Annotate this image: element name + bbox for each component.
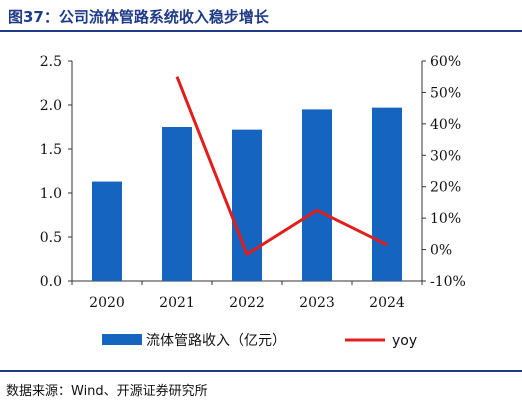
yoy-line — [175, 76, 388, 256]
left-tick-label: 1.5 — [40, 142, 62, 158]
source-divider — [0, 370, 522, 372]
right-tick-label: 10% — [430, 211, 461, 227]
left-tick-label: 0.0 — [40, 274, 62, 290]
x-tick-label: 2022 — [229, 295, 265, 311]
chart-legend: 流体管路收入（亿元） yoy — [102, 333, 417, 349]
combo-chart: 2020 2021 2022 2023 2024 0.00.51.01.52.02.5 … — [40, 54, 466, 349]
left-tick-label: 2.5 — [40, 54, 62, 70]
right-tick-label: 50% — [430, 85, 461, 101]
x-tick-label: 2023 — [299, 295, 335, 311]
left-tick-label: 1.0 — [40, 186, 62, 202]
legend-bar-label: 流体管路收入（亿元） — [146, 333, 286, 349]
bar-2023 — [302, 109, 332, 282]
right-tick-label: 60% — [430, 54, 461, 70]
right-axis-ticks: -10% 0% 10% 20% 30% 40% 50% 60% — [422, 54, 466, 290]
x-tick-label: 2024 — [369, 295, 405, 311]
bar-2022 — [232, 129, 262, 281]
data-source: 数据来源：Wind、开源证券研究所 — [6, 384, 208, 399]
left-tick-label: 2.0 — [40, 98, 62, 114]
chart-title: 图37：公司流体管路系统收入稳步增长 — [8, 8, 269, 26]
title-divider — [0, 30, 522, 32]
legend-line-label: yoy — [392, 333, 417, 349]
x-tick-label: 2021 — [159, 295, 195, 311]
legend-bar-swatch — [102, 334, 142, 345]
right-tick-label: 20% — [430, 180, 461, 196]
left-tick-label: 0.5 — [40, 230, 62, 246]
left-axis-ticks: 0.0 0.5 1.0 1.5 2.0 2.5 — [40, 54, 72, 290]
bar-2020 — [92, 181, 122, 281]
right-tick-label: 40% — [430, 117, 461, 133]
yoy-line-series — [175, 76, 388, 256]
x-axis-ticks: 2020 2021 2022 2023 2024 — [71, 281, 423, 311]
x-tick-label: 2020 — [89, 295, 125, 311]
right-tick-label: 0% — [430, 243, 452, 259]
right-tick-label: 30% — [430, 148, 461, 164]
bar-2024 — [372, 107, 402, 281]
right-tick-label: -10% — [430, 274, 466, 290]
bar-2021 — [162, 127, 192, 281]
